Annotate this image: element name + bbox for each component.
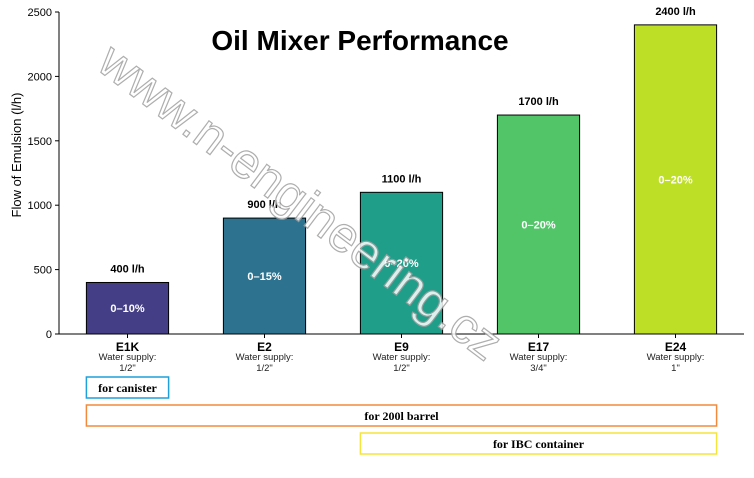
water-supply-label: Water supply:: [236, 352, 294, 363]
bar: [85, 281, 170, 335]
container-box: [359, 432, 718, 455]
y-axis-label: Flow of Emulsion (l/h): [9, 93, 24, 218]
water-supply-label: Water supply:: [99, 352, 157, 363]
container-box: [85, 404, 718, 427]
range-label: 0–20%: [521, 220, 555, 232]
water-supply-label: Water supply:: [647, 352, 705, 363]
container-box: [85, 376, 170, 399]
x-tick-label: E1K: [116, 340, 140, 354]
y-tick-label: 500: [34, 265, 52, 277]
bar: [222, 217, 307, 335]
chart-title: Oil Mixer Performance: [211, 25, 508, 56]
container-label: for 200l barrel: [364, 409, 439, 423]
water-supply-value: 1/2": [119, 363, 136, 374]
x-tick-label: E24: [665, 340, 687, 354]
x-tick-label: E2: [257, 340, 272, 354]
container-label: for canister: [98, 381, 157, 395]
x-tick-label: E17: [528, 340, 550, 354]
y-tick-label: 2000: [28, 71, 52, 83]
value-label: 1700 l/h: [518, 96, 559, 108]
range-label: 0–10%: [110, 303, 144, 315]
value-label: 2400 l/h: [655, 6, 696, 18]
x-tick-label: E9: [394, 340, 409, 354]
water-supply-value: 1/2": [393, 363, 410, 374]
y-tick-label: 1000: [28, 200, 52, 212]
water-supply-label: Water supply:: [373, 352, 431, 363]
value-label: 1100 l/h: [382, 173, 422, 185]
range-label: 0–15%: [247, 271, 281, 283]
range-label: 0–20%: [658, 174, 692, 186]
bar: [496, 114, 581, 335]
y-tick-label: 1500: [28, 136, 52, 148]
water-supply-value: 3/4": [530, 363, 547, 374]
bar: [633, 24, 718, 335]
container-label: for IBC container: [493, 437, 585, 451]
y-tick-label: 0: [46, 329, 52, 341]
value-label: 900 l/h: [247, 199, 282, 211]
water-supply-value: 1": [671, 363, 680, 374]
y-ticks: 0 500 1000 1500 2000 2500: [28, 7, 59, 341]
water-supply-value: 1/2": [256, 363, 273, 374]
range-label: 0–20%: [384, 258, 418, 270]
bar: [359, 191, 444, 335]
y-tick-label: 2500: [28, 7, 52, 19]
value-label: 400 l/h: [110, 263, 145, 275]
water-supply-label: Water supply:: [510, 352, 568, 363]
container-ranges: for canister for 200l barrel for IBC conta…: [85, 376, 718, 455]
